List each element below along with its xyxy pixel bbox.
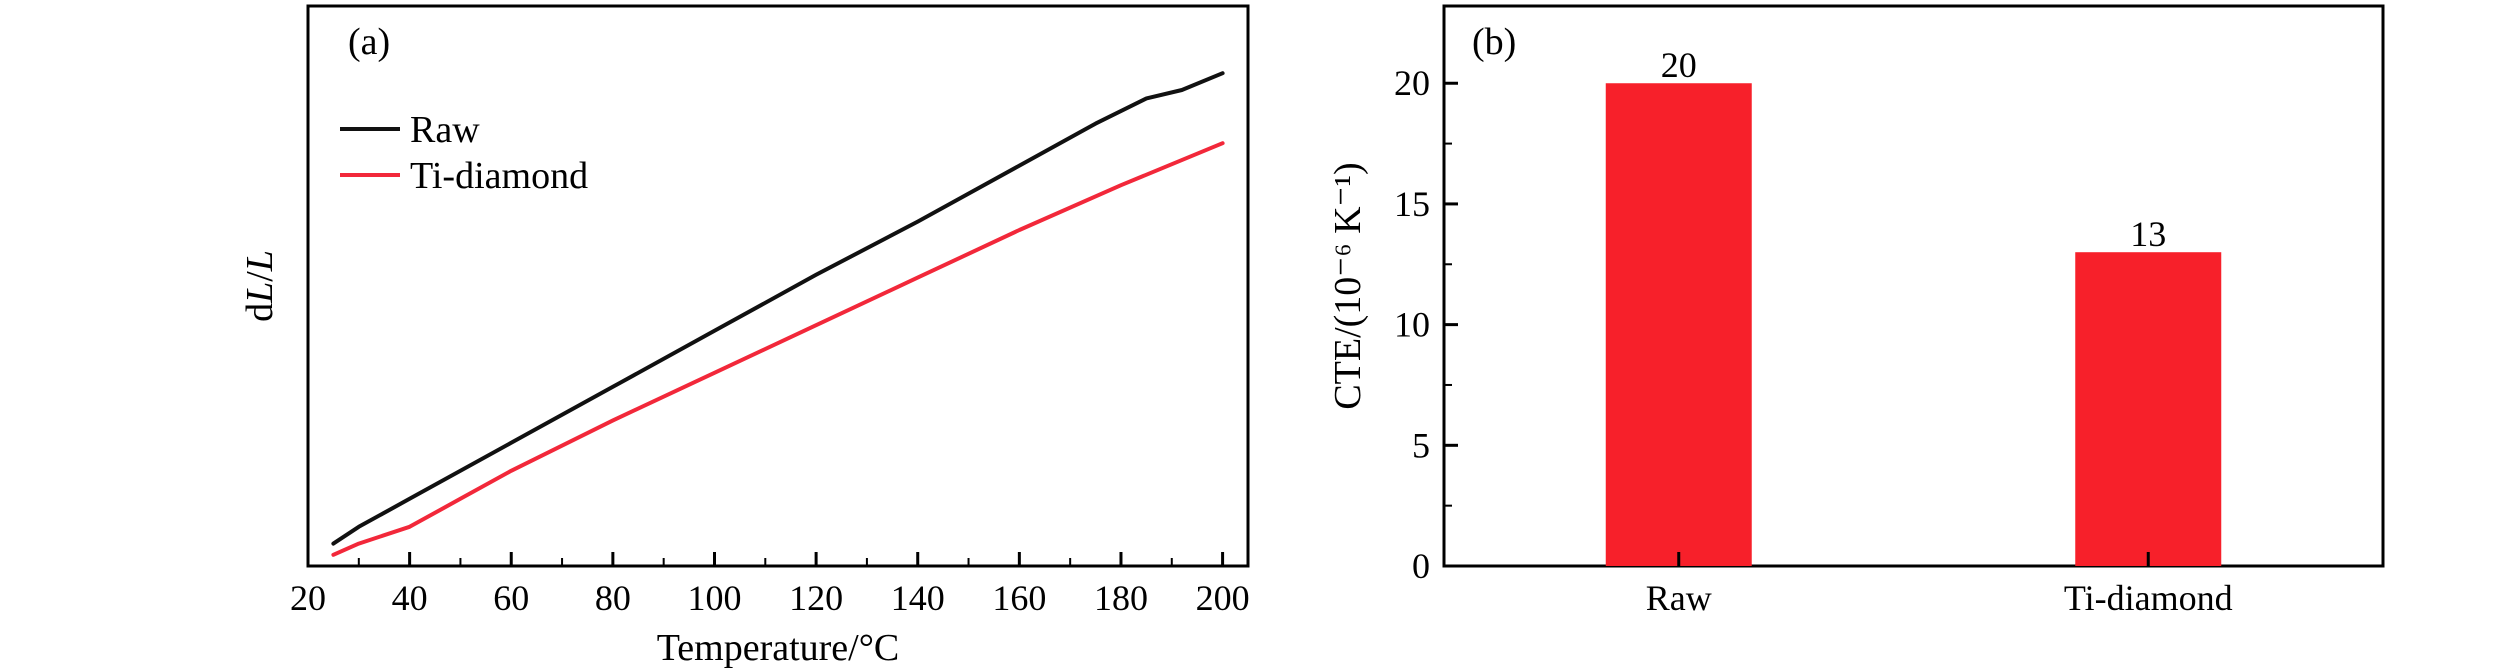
plot-frame-a (306, 4, 1250, 568)
x-axis-ticks-b: Raw Ti-diamond (1646, 552, 2233, 618)
panel-label-b: (b) (1472, 21, 1516, 63)
x-tick-label: 140 (891, 578, 945, 618)
x-category-label: Raw (1646, 578, 1712, 618)
bar-raw (1605, 83, 1752, 566)
y-axis-title-b: CTE/(10⁻⁶ K⁻¹) (1327, 162, 1369, 409)
legend: Raw Ti-diamond (340, 109, 588, 197)
series-line-raw (331, 71, 1225, 546)
x-tick-label: 160 (992, 578, 1046, 618)
bar-ti-diamond (2075, 252, 2222, 566)
y-axis-ticks-b: 0 5 10 15 20 (1394, 63, 1458, 586)
y-axis-title-prefix: d (239, 303, 281, 322)
x-tick-label: 120 (789, 578, 843, 618)
panel-label-a: (a) (348, 21, 390, 63)
x-tick-label: 80 (595, 578, 631, 618)
line-chart-panel: 20 40 60 80 100 120 140 160 180 200 (a) Raw Ti-di… (239, 4, 1250, 669)
x-tick-label: 180 (1094, 578, 1148, 618)
x-axis-title-a: Temperature/°C (657, 627, 900, 669)
y-axis-title-var1: L (239, 282, 281, 304)
y-tick-label: 5 (1412, 425, 1430, 465)
y-tick-label: 0 (1412, 546, 1430, 586)
y-axis-title-var2: L (239, 250, 281, 272)
legend-label-raw: Raw (410, 109, 480, 151)
bar-value-label: 13 (2130, 214, 2166, 254)
line-series-group (331, 71, 1225, 557)
y-axis-title-a: dL/L (239, 250, 281, 322)
x-tick-label: 20 (290, 578, 326, 618)
x-tick-label: 200 (1196, 578, 1250, 618)
y-tick-label: 20 (1394, 63, 1430, 103)
plot-frame-b (1442, 4, 2385, 568)
legend-label-ti-diamond: Ti-diamond (410, 155, 588, 197)
x-tick-label: 100 (687, 578, 741, 618)
series-line-ti-diamond (331, 141, 1225, 557)
bar-value-label: 20 (1661, 45, 1697, 85)
x-axis-ticks-a: 20 40 60 80 100 120 140 160 180 200 (290, 552, 1250, 618)
x-tick-label: 60 (493, 578, 529, 618)
y-axis-title-sep: / (239, 271, 281, 282)
y-tick-label: 10 (1394, 305, 1430, 345)
x-tick-label: 40 (392, 578, 428, 618)
x-category-label: Ti-diamond (2064, 578, 2233, 618)
y-tick-label: 15 (1394, 184, 1430, 224)
